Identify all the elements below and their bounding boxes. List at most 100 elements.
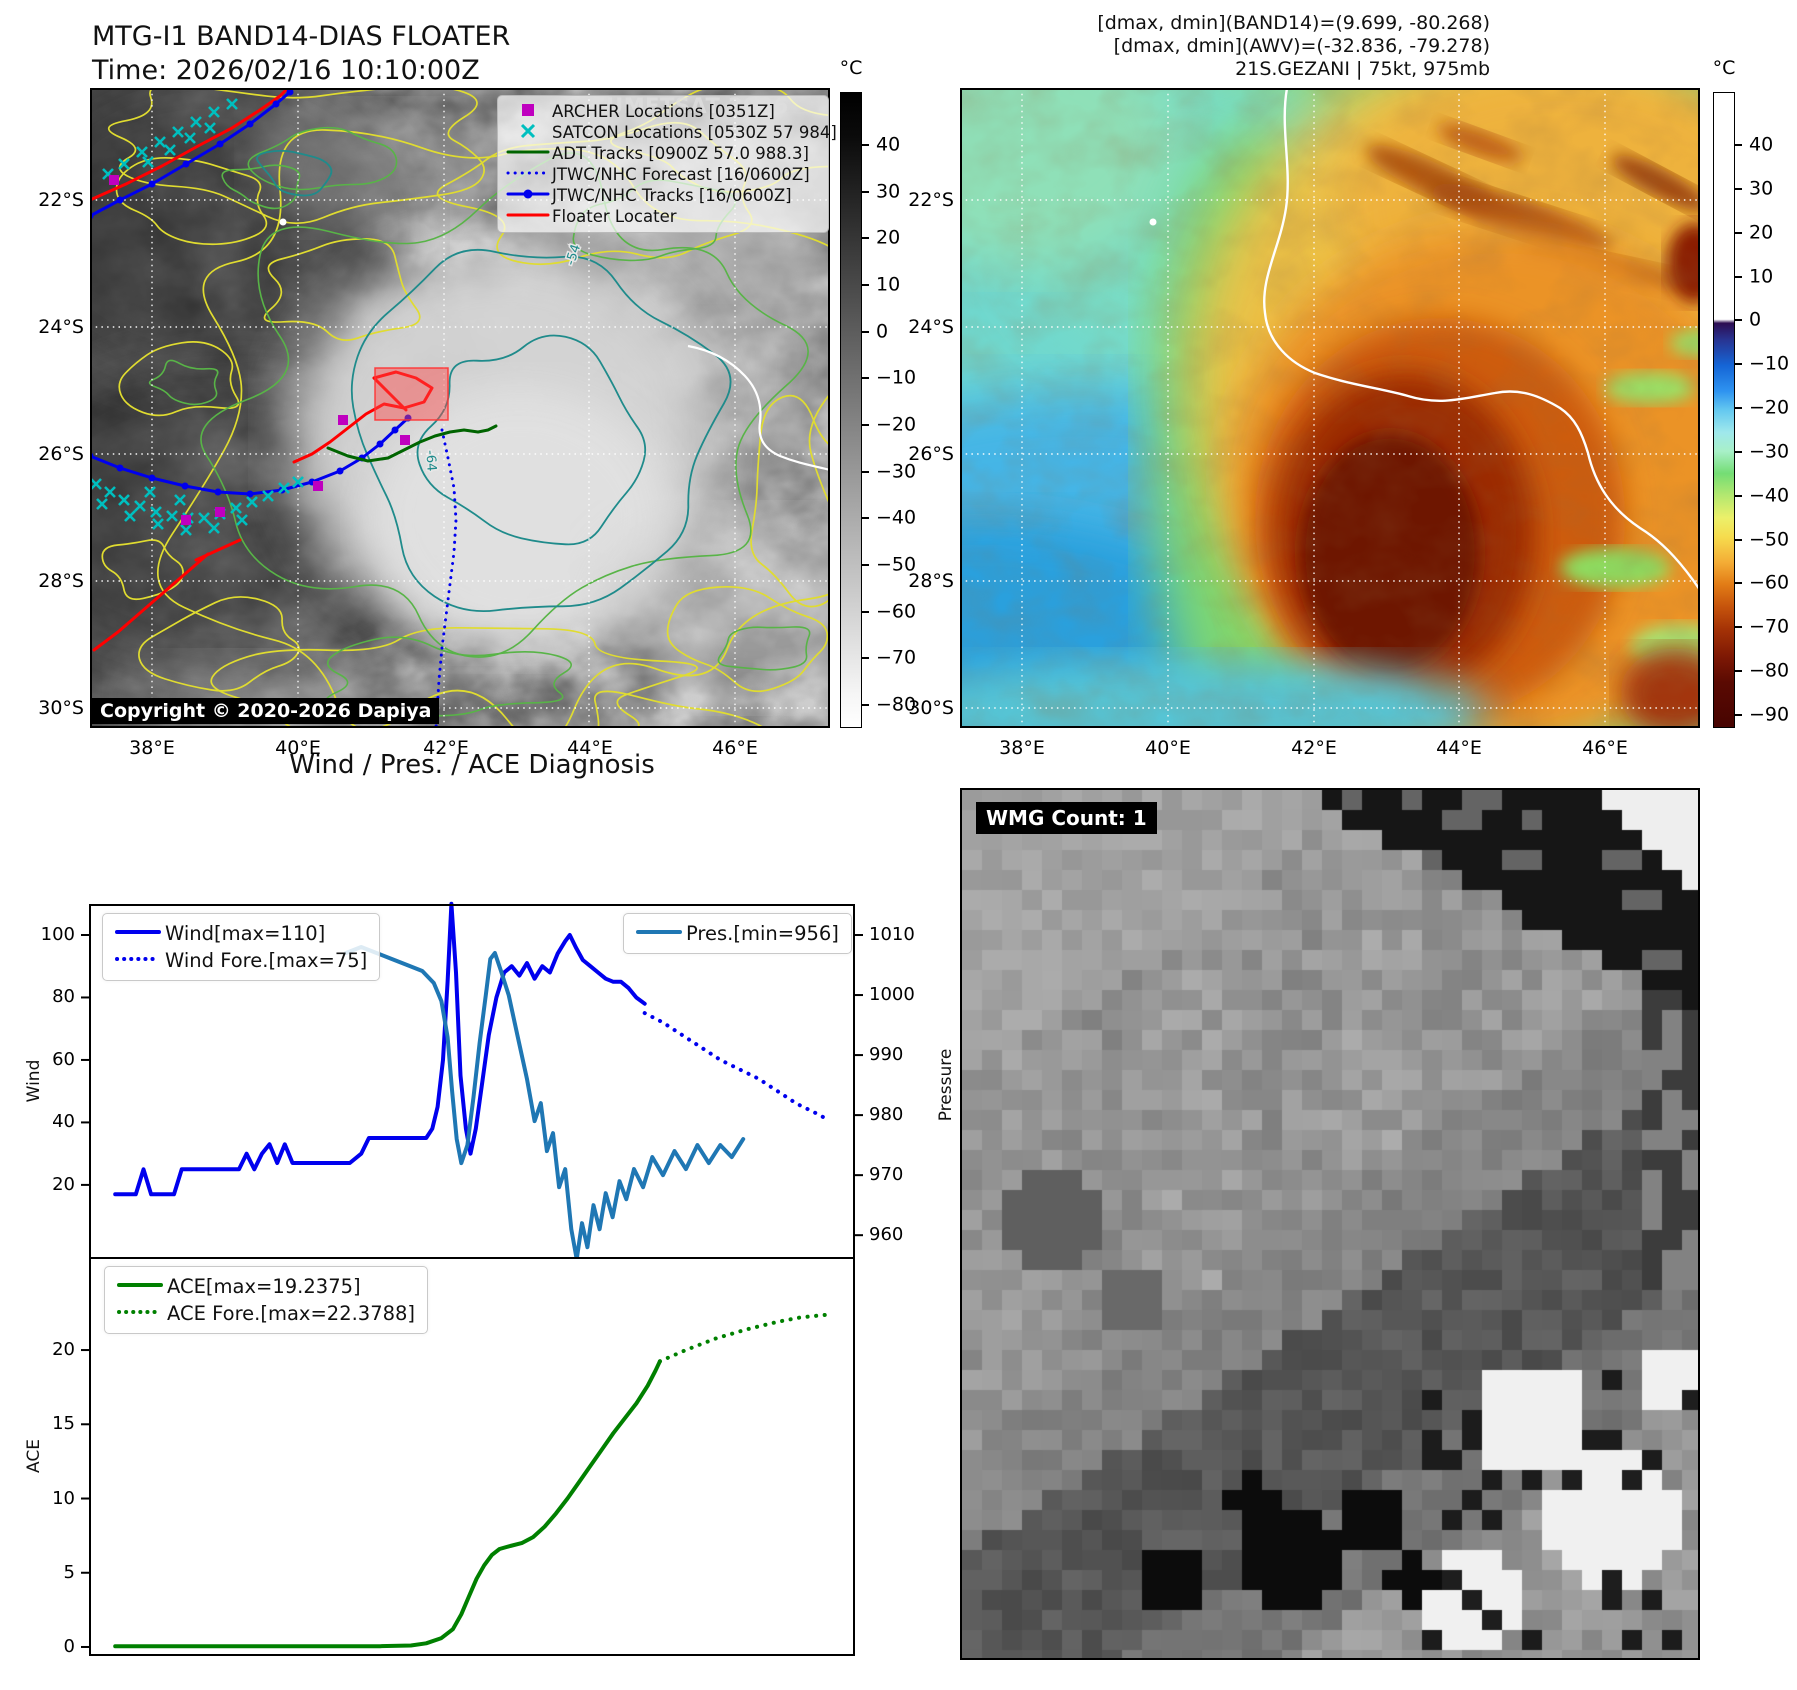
lon-tick-label: 40°E: [275, 737, 321, 759]
lat-tick-label: 22°S: [908, 189, 954, 211]
awv-colorbar-tick-label: −70: [1749, 615, 1790, 638]
band14-colorbar-tick-label: 30: [876, 180, 901, 203]
band14-colorbar-tick-label: 0: [876, 320, 889, 343]
floater-track-line: [90, 88, 290, 202]
reference-dot: [1149, 218, 1157, 226]
map-border: [960, 88, 1700, 728]
y-tick-label: 40: [52, 1111, 75, 1133]
dotted-line-icon: [506, 171, 550, 174]
y-tick-label: 1000: [869, 984, 915, 1006]
awv-colorbar-tick: [1735, 713, 1742, 716]
adt-track-line: [326, 424, 498, 463]
legend-label: ADT Tracks [0900Z 57.0 988.3]: [552, 144, 809, 163]
band14-colorbar-tick: [862, 517, 869, 520]
lon-tick-label: 42°E: [423, 737, 469, 759]
contour-line: [118, 341, 240, 417]
band14-colorbar-tick: [862, 144, 869, 146]
satcon-location-icon: [236, 514, 248, 526]
y-tick-label: 1010: [869, 924, 915, 946]
band14-colorbar-tick: [862, 470, 869, 473]
lon-tick-label: 46°E: [1582, 737, 1628, 759]
y-tick-label: 100: [40, 924, 75, 946]
legend-marker: [117, 1276, 167, 1298]
line-icon: [506, 150, 550, 153]
band14-colorbar-tick: [862, 564, 869, 566]
awv-colorbar-tick: [1735, 670, 1742, 673]
band14-colorbar-tick: [862, 190, 869, 193]
awv-satellite-map: [960, 88, 1700, 728]
legend-marker: [506, 207, 552, 227]
ace-axis-label: ACE: [24, 1439, 44, 1473]
lon-tick-label: 44°E: [1436, 737, 1482, 759]
legend-item: ARCHER Locations [0351Z]: [506, 101, 820, 122]
lon-tick-label: 38°E: [129, 737, 175, 759]
satcon-location-icon: [144, 486, 156, 498]
y-tick-label: 990: [869, 1044, 904, 1066]
pressure-axis-label: Pressure: [936, 1048, 956, 1122]
awv-colorbar-tick-label: −40: [1749, 484, 1790, 507]
awv-colorbar-tick-label: −10: [1749, 352, 1790, 375]
lat-tick-label: 24°S: [38, 316, 84, 338]
satcon-location-icon: [208, 106, 220, 118]
band14-colorbar-tick-label: −40: [876, 506, 917, 529]
legend-marker: [115, 923, 165, 945]
satcon-location-icon: [180, 524, 192, 536]
awv-colorbar-tick-label: −50: [1749, 528, 1790, 551]
awv-colorbar-tick: [1735, 538, 1742, 541]
satcon-location-icon: [104, 486, 116, 498]
chart-legend: ACE[max=19.2375] ACE Fore.[max=22.3788]: [104, 1266, 429, 1334]
charts-title: Wind / Pres. / ACE Diagnosis: [289, 750, 655, 780]
wmg-count-badge: WMG Count: 1: [976, 802, 1157, 834]
satcon-location-icon: [246, 496, 258, 508]
satcon-location-icon: [154, 136, 166, 148]
legend-marker: [636, 923, 686, 945]
band14-colorbar-tick: [862, 284, 869, 286]
awv-colorbar-tick-label: 0: [1749, 308, 1762, 331]
y-tick-label: 980: [869, 1104, 904, 1126]
archer-location-icon: [313, 481, 323, 491]
lat-tick-label: 30°S: [908, 697, 954, 719]
satcon-location-icon: [174, 494, 186, 506]
series-ace: [113, 1359, 662, 1649]
band14-panel-header: MTG-I1 BAND14-DIAS FLOATER Time: 2026/02…: [92, 20, 510, 88]
band14-colorbar-tick: [862, 330, 869, 333]
y-tick-label: 960: [869, 1224, 904, 1246]
lon-tick-label: 44°E: [567, 737, 613, 759]
satcon-location-icon: [152, 518, 164, 530]
lon-tick-label: 46°E: [712, 737, 758, 759]
contour-line: [138, 596, 300, 692]
chart-legend: Pres.[min=956]: [623, 913, 852, 954]
legend-label: ACE Fore.[max=22.3788]: [167, 1302, 416, 1325]
archer-marker-icon: [522, 103, 534, 116]
wmg-panel: WMG Count: 1: [960, 788, 1700, 1660]
legend-marker: [115, 950, 165, 972]
awv-colorbar-tick-label: −60: [1749, 572, 1790, 595]
contour-line: [717, 626, 811, 671]
awv-colorbar-tick-label: 20: [1749, 221, 1774, 244]
satcon-location-icon: [198, 512, 210, 524]
line-with-dot-icon: [506, 189, 550, 198]
awv-colorbar-tick: [1735, 363, 1742, 366]
awv-colorbar-tick-label: 40: [1749, 133, 1774, 156]
contour-line: [101, 539, 184, 601]
legend-marker: [506, 165, 552, 185]
awv-colorbar-tick: [1735, 319, 1742, 322]
satcon-location-icon: [262, 490, 274, 502]
awv-colorbar-tick-label: −80: [1749, 659, 1790, 682]
satcon-location-icon: [90, 478, 102, 490]
lat-tick-label: 26°S: [38, 443, 84, 465]
band14-colorbar-tick-label: 20: [876, 226, 901, 249]
band14-colorbar-tick: [862, 424, 869, 426]
satcon-location-icon: [96, 498, 108, 510]
awv-colorbar-unit: °C: [1712, 57, 1736, 79]
y-tick-label: 20: [52, 1173, 75, 1195]
series-ace-forecast: [657, 1312, 830, 1364]
y-tick-label: 0: [63, 1636, 75, 1658]
legend-label: ARCHER Locations [0351Z]: [552, 102, 775, 121]
floater-track-line: [92, 552, 210, 652]
floater-track-line: [194, 538, 242, 562]
contour-line: [148, 359, 219, 406]
y-tick-label: 970: [869, 1164, 904, 1186]
satcon-location-icon: [172, 126, 184, 138]
contour-value-label: -64: [422, 450, 438, 472]
